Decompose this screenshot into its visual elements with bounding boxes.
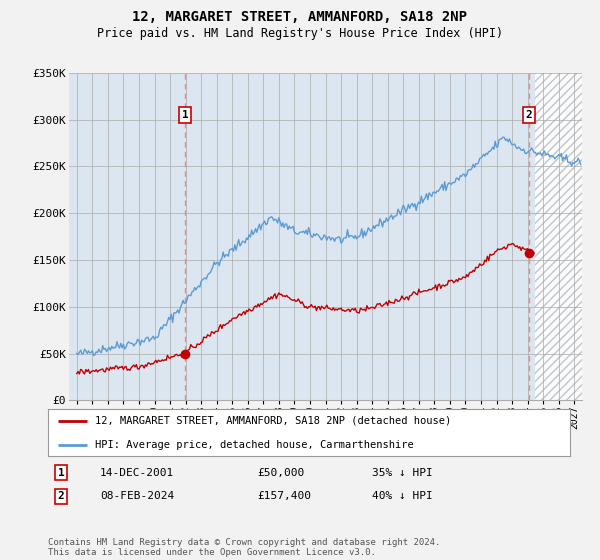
- Text: 14-DEC-2001: 14-DEC-2001: [100, 468, 175, 478]
- Text: HPI: Average price, detached house, Carmarthenshire: HPI: Average price, detached house, Carm…: [95, 440, 414, 450]
- Text: 12, MARGARET STREET, AMMANFORD, SA18 2NP: 12, MARGARET STREET, AMMANFORD, SA18 2NP: [133, 10, 467, 24]
- Text: 1: 1: [182, 110, 188, 120]
- Text: 40% ↓ HPI: 40% ↓ HPI: [371, 491, 433, 501]
- Text: 12, MARGARET STREET, AMMANFORD, SA18 2NP (detached house): 12, MARGARET STREET, AMMANFORD, SA18 2NP…: [95, 416, 451, 426]
- Text: £157,400: £157,400: [257, 491, 311, 501]
- Text: Contains HM Land Registry data © Crown copyright and database right 2024.
This d: Contains HM Land Registry data © Crown c…: [48, 538, 440, 557]
- Bar: [535, 73, 582, 400]
- Text: £50,000: £50,000: [257, 468, 304, 478]
- Text: 1: 1: [58, 468, 64, 478]
- Text: Price paid vs. HM Land Registry's House Price Index (HPI): Price paid vs. HM Land Registry's House …: [97, 27, 503, 40]
- Text: 35% ↓ HPI: 35% ↓ HPI: [371, 468, 433, 478]
- Text: 2: 2: [526, 110, 533, 120]
- Text: 08-FEB-2024: 08-FEB-2024: [100, 491, 175, 501]
- Text: 2: 2: [58, 491, 64, 501]
